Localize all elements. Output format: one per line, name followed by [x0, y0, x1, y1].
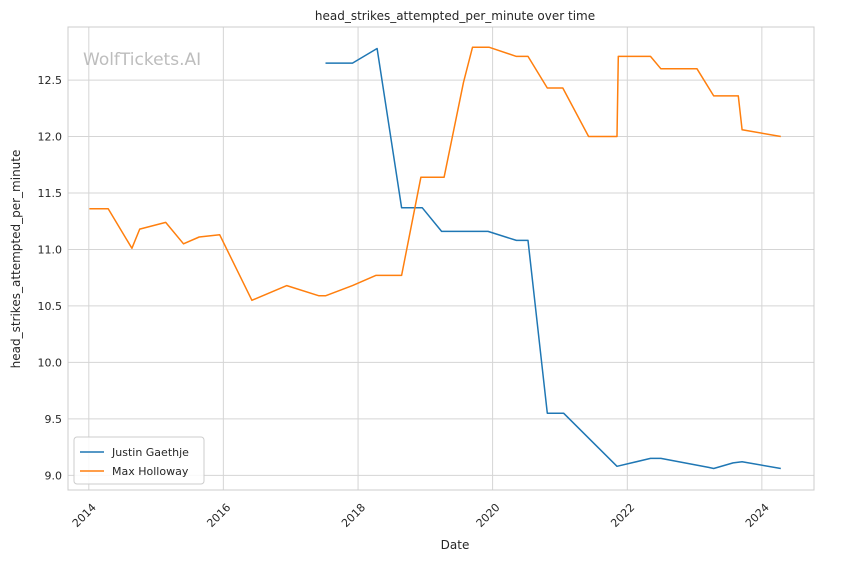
series-line-0	[325, 47, 781, 470]
y-tick-label: 9.0	[45, 469, 63, 482]
y-tick-label: 11.0	[38, 243, 63, 256]
plot-area-frame	[67, 26, 815, 491]
legend-label: Justin Gaethje	[111, 446, 189, 459]
x-tick-label: 2016	[204, 501, 233, 530]
x-tick-label: 2014	[70, 501, 99, 530]
series-line-1	[89, 46, 781, 302]
series-lines	[89, 46, 781, 470]
y-tick-label: 10.0	[38, 356, 63, 369]
y-tick-label: 9.5	[45, 413, 63, 426]
x-tick-label: 2024	[743, 501, 772, 530]
legend-frame	[73, 436, 205, 485]
x-tick-label: 2018	[339, 501, 368, 530]
y-axis-title: head_strikes_attempted_per_minute	[9, 150, 23, 369]
x-axis-title: Date	[441, 538, 470, 552]
y-tick-label: 10.5	[38, 300, 63, 313]
x-tick-label: 2020	[474, 501, 503, 530]
chart-title: head_strikes_attempted_per_minute over t…	[315, 9, 595, 23]
x-axis-ticks: 2014 2016 2018 2020 2022 2024	[70, 501, 772, 530]
watermark-text: WolfTickets.AI	[83, 50, 201, 70]
y-tick-label: 11.5	[38, 187, 63, 200]
x-tick-label: 2022	[608, 501, 637, 530]
y-tick-label: 12.5	[38, 74, 63, 87]
y-axis-ticks: 9.0 9.5 10.0 10.5 11.0 11.5 12.0 12.5	[38, 74, 63, 482]
grid	[68, 27, 814, 490]
y-tick-label: 12.0	[38, 131, 63, 144]
legend-label: Max Holloway	[112, 465, 189, 478]
legend: Justin Gaethje Max Holloway	[73, 436, 205, 485]
